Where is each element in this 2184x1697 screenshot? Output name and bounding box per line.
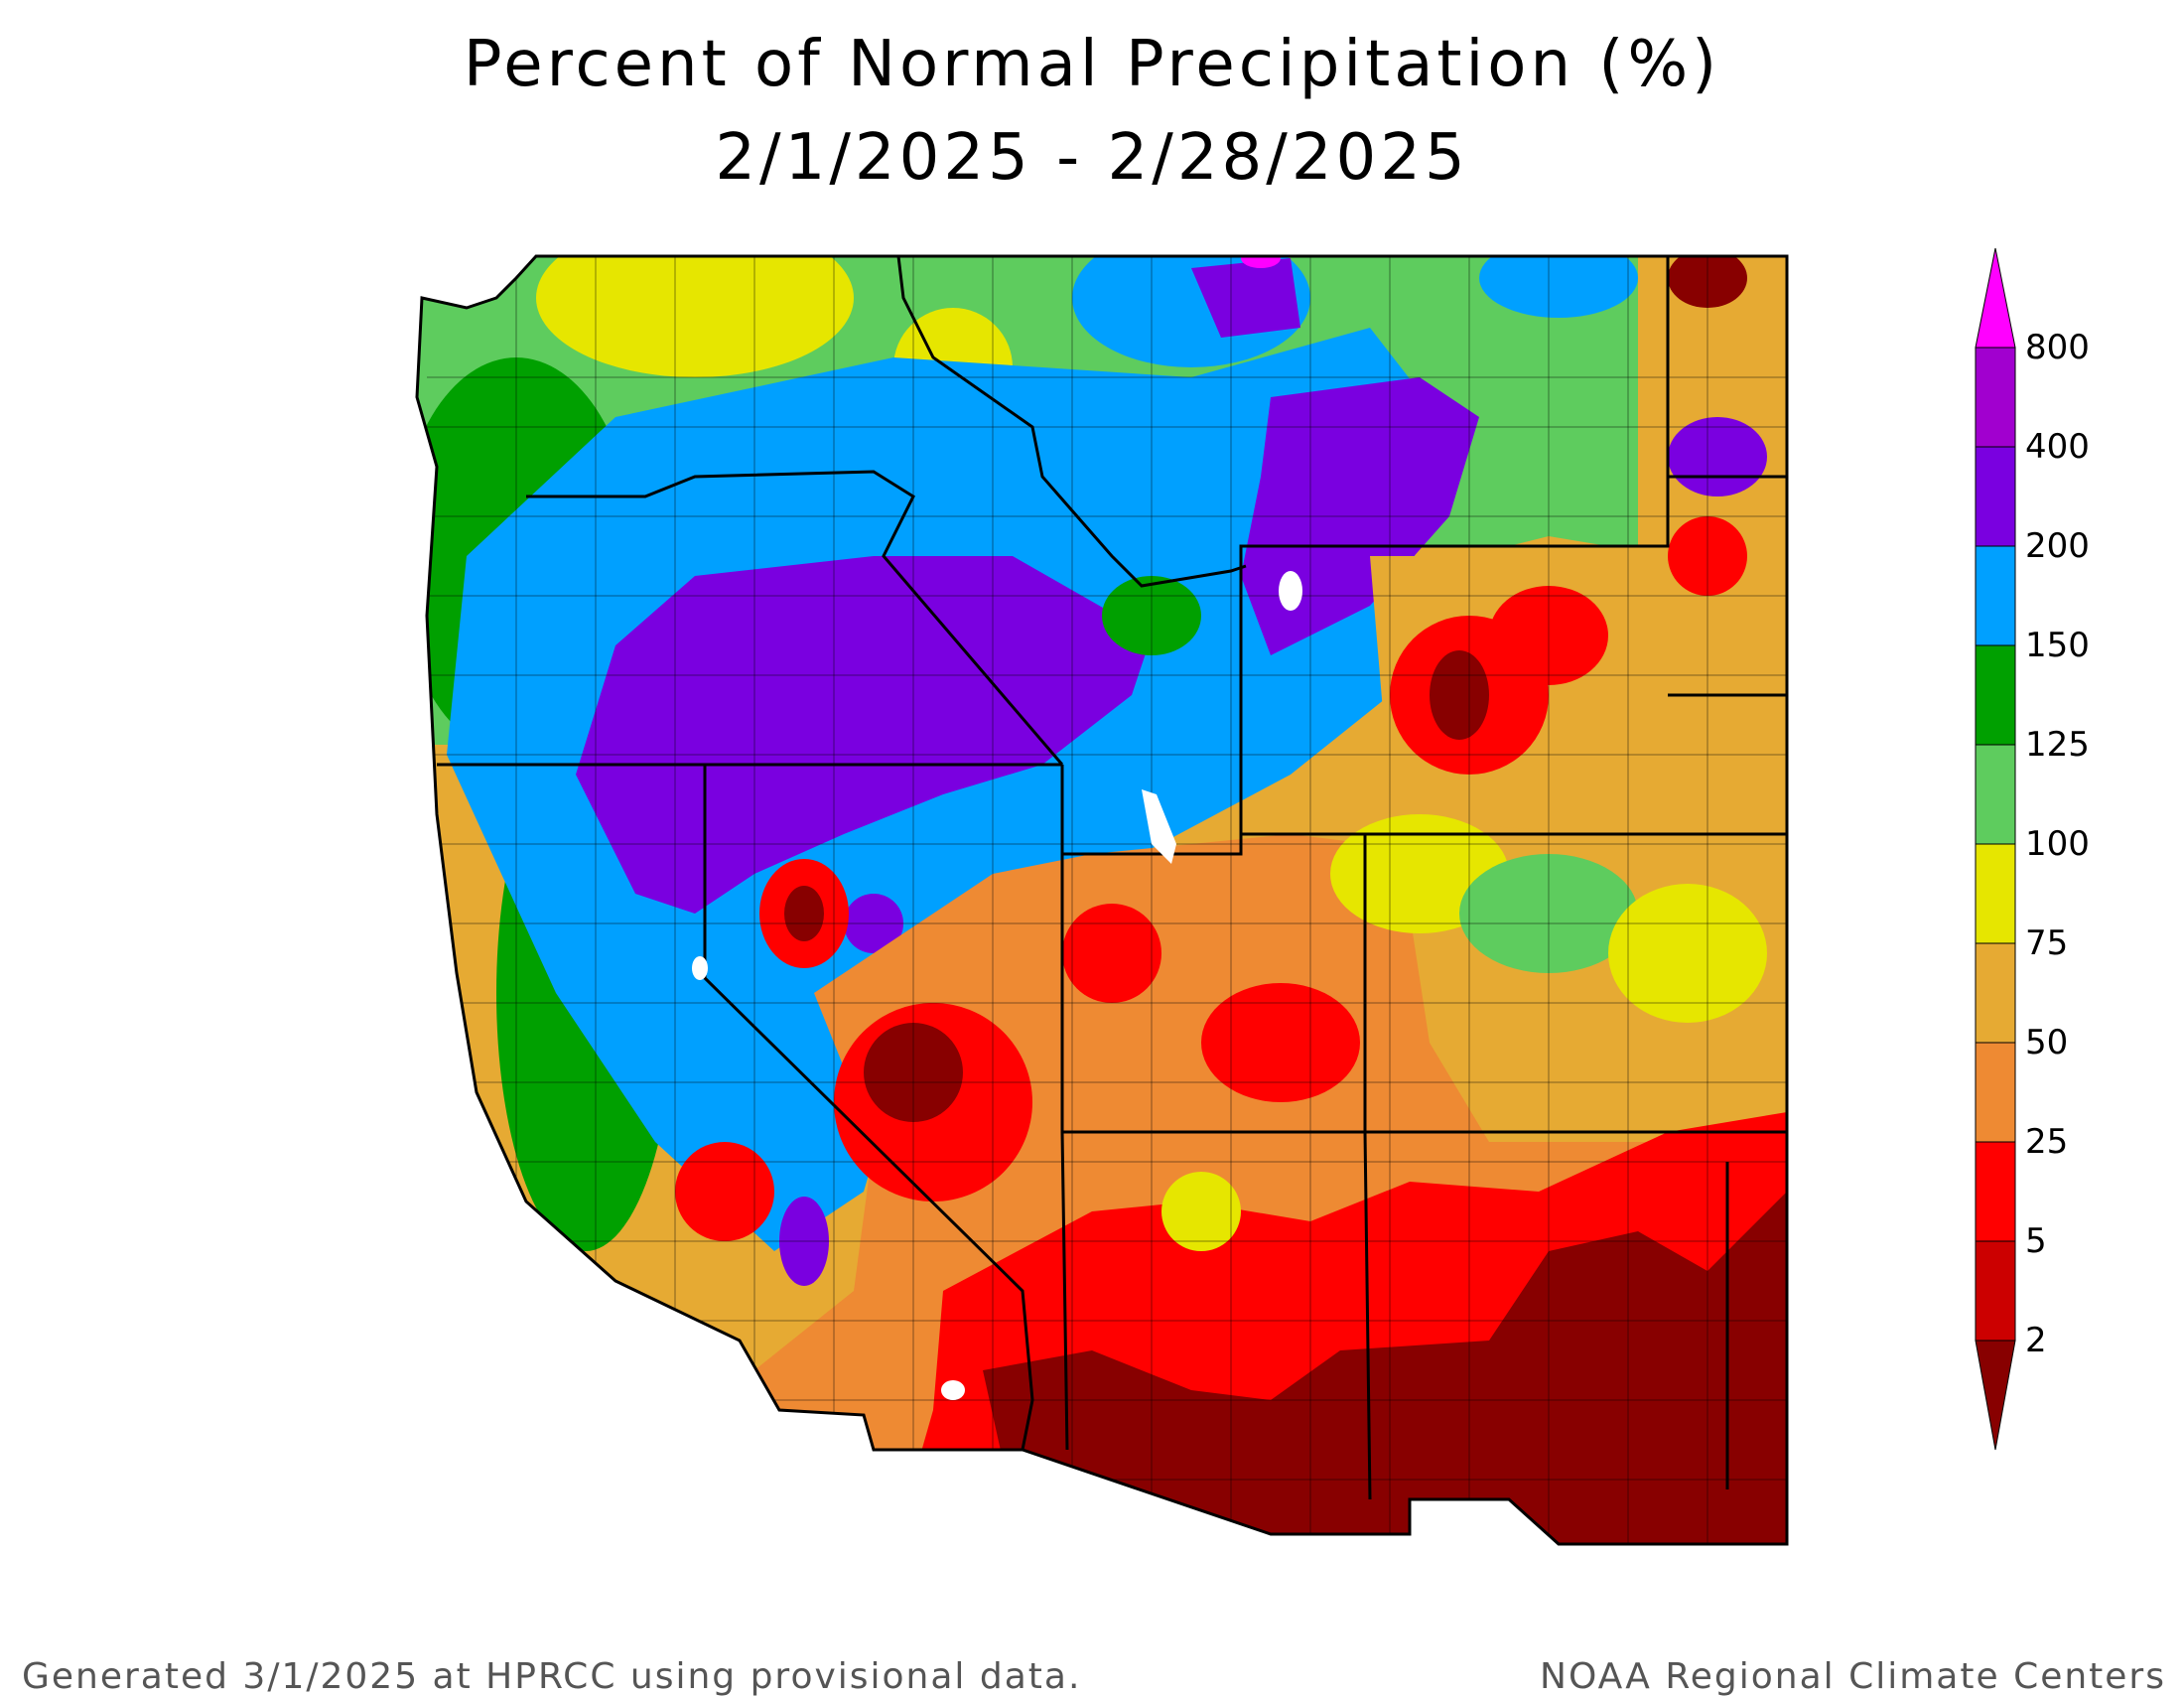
source-credit: NOAA Regional Climate Centers bbox=[1540, 1656, 2166, 1697]
state-boundaries bbox=[415, 254, 1789, 1546]
legend-label-25: 25 bbox=[2025, 1122, 2069, 1162]
legend-label-75: 75 bbox=[2025, 923, 2069, 963]
map-title: Percent of Normal Precipitation (%) bbox=[463, 28, 1721, 101]
county-boundaries bbox=[427, 256, 1787, 1544]
legend-label-100: 100 bbox=[2025, 824, 2090, 864]
legend-label-125: 125 bbox=[2025, 725, 2090, 765]
legend-label-150: 150 bbox=[2025, 626, 2090, 665]
generated-note: Generated 3/1/2025 at HPRCC using provis… bbox=[22, 1656, 1082, 1697]
legend-colorbar bbox=[1975, 247, 2016, 1451]
lakes bbox=[692, 571, 1302, 1400]
legend-label-200: 200 bbox=[2025, 526, 2090, 566]
legend-label-2: 2 bbox=[2025, 1321, 2047, 1360]
map-date-range: 2/1/2025 - 2/28/2025 bbox=[715, 121, 1469, 195]
legend-label-400: 400 bbox=[2025, 427, 2090, 467]
legend-label-800: 800 bbox=[2025, 328, 2090, 367]
legend-label-5: 5 bbox=[2025, 1221, 2047, 1261]
precip-fill-layer bbox=[417, 256, 1787, 1544]
legend-label-50: 50 bbox=[2025, 1023, 2069, 1062]
